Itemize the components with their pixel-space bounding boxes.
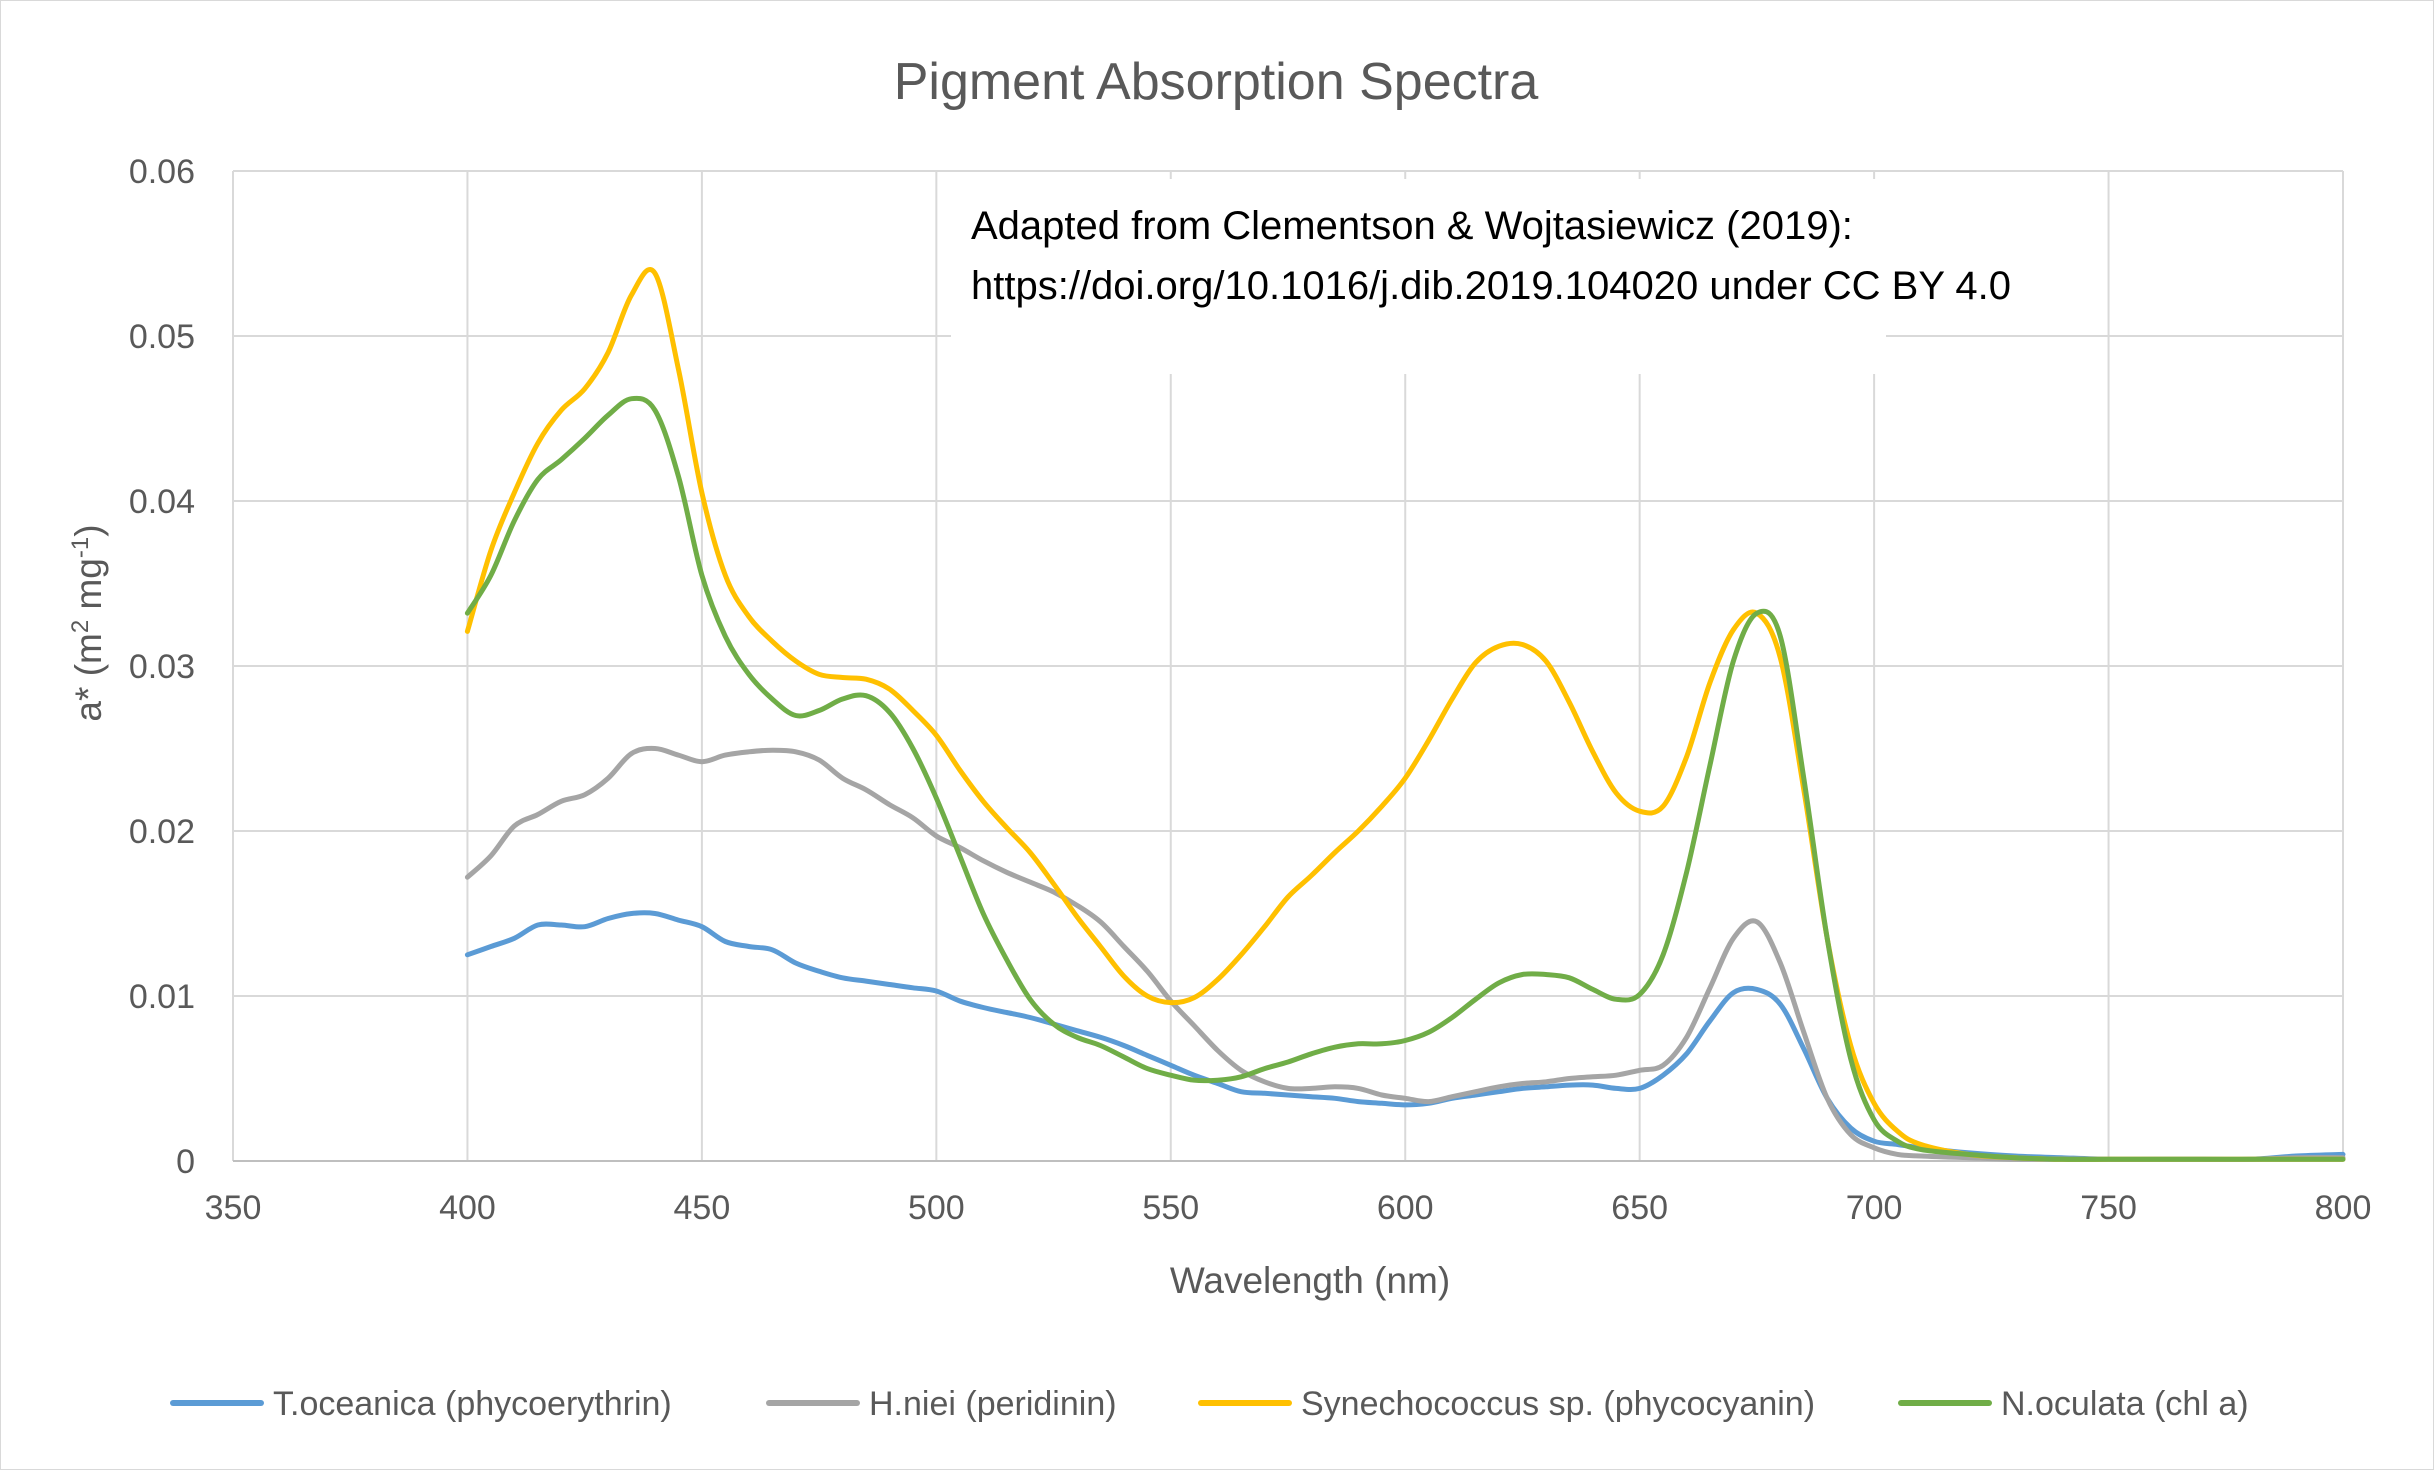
x-tick-label: 500 [908,1189,965,1227]
y-tick-label: 0 [176,1143,195,1181]
x-tick-label: 800 [2315,1189,2372,1227]
x-tick-label: 750 [2080,1189,2137,1227]
x-tick-label: 400 [439,1189,496,1227]
x-tick-label: 700 [1846,1189,1903,1227]
y-tick-label: 0.04 [129,483,195,521]
legend-label: Synechococcus sp. (phycocyanin) [1301,1385,1815,1423]
annotation-background [951,179,1886,374]
legend: T.oceanica (phycoerythrin) H.niei (peridi… [170,1385,2249,1423]
y-tick-label: 0.01 [129,978,195,1016]
y-tick-label: 0.05 [129,318,195,356]
y-axis-label-prefix: a* (m [68,633,109,721]
chart-title: Pigment Absorption Spectra [894,53,1539,111]
x-tick-label: 550 [1142,1189,1199,1227]
y-axis-label-suffix: ) [68,524,109,536]
series-line-2 [464,745,2346,1162]
x-tick-label: 450 [674,1189,731,1227]
legend-label: N.oculata (chl a) [2001,1385,2249,1423]
x-tick-label: 600 [1377,1189,1434,1227]
x-tick-label: 350 [205,1189,262,1227]
y-axis-label-sup-1: 2 [67,620,94,633]
legend-label: H.niei (peridinin) [869,1385,1117,1423]
y-axis-ticks: 0 0.01 0.02 0.03 0.04 0.05 0.06 [129,153,195,1181]
y-tick-label: 0.02 [129,813,195,851]
series-lines [464,267,2346,1163]
y-axis-label-middle: mg [68,558,109,620]
series-line-3 [464,267,2346,1162]
series-line-1 [464,910,2346,1163]
x-axis-label: Wavelength (nm) [1170,1260,1450,1301]
legend-label: T.oceanica (phycoerythrin) [273,1385,672,1423]
annotation-line-2: https://doi.org/10.1016/j.dib.2019.10402… [971,264,2011,308]
y-axis-label: a* (m2 mg-1) [67,524,110,721]
annotation-line-1: Adapted from Clementson & Wojtasiewicz (… [971,204,1853,248]
y-tick-label: 0.06 [129,153,195,191]
x-axis-ticks: 350 400 450 500 550 600 650 700 750 800 [205,1189,2372,1227]
y-tick-label: 0.03 [129,648,195,686]
series-line-4 [464,395,2346,1162]
x-tick-label: 650 [1611,1189,1668,1227]
y-axis-label-sup-2: -1 [67,537,94,558]
